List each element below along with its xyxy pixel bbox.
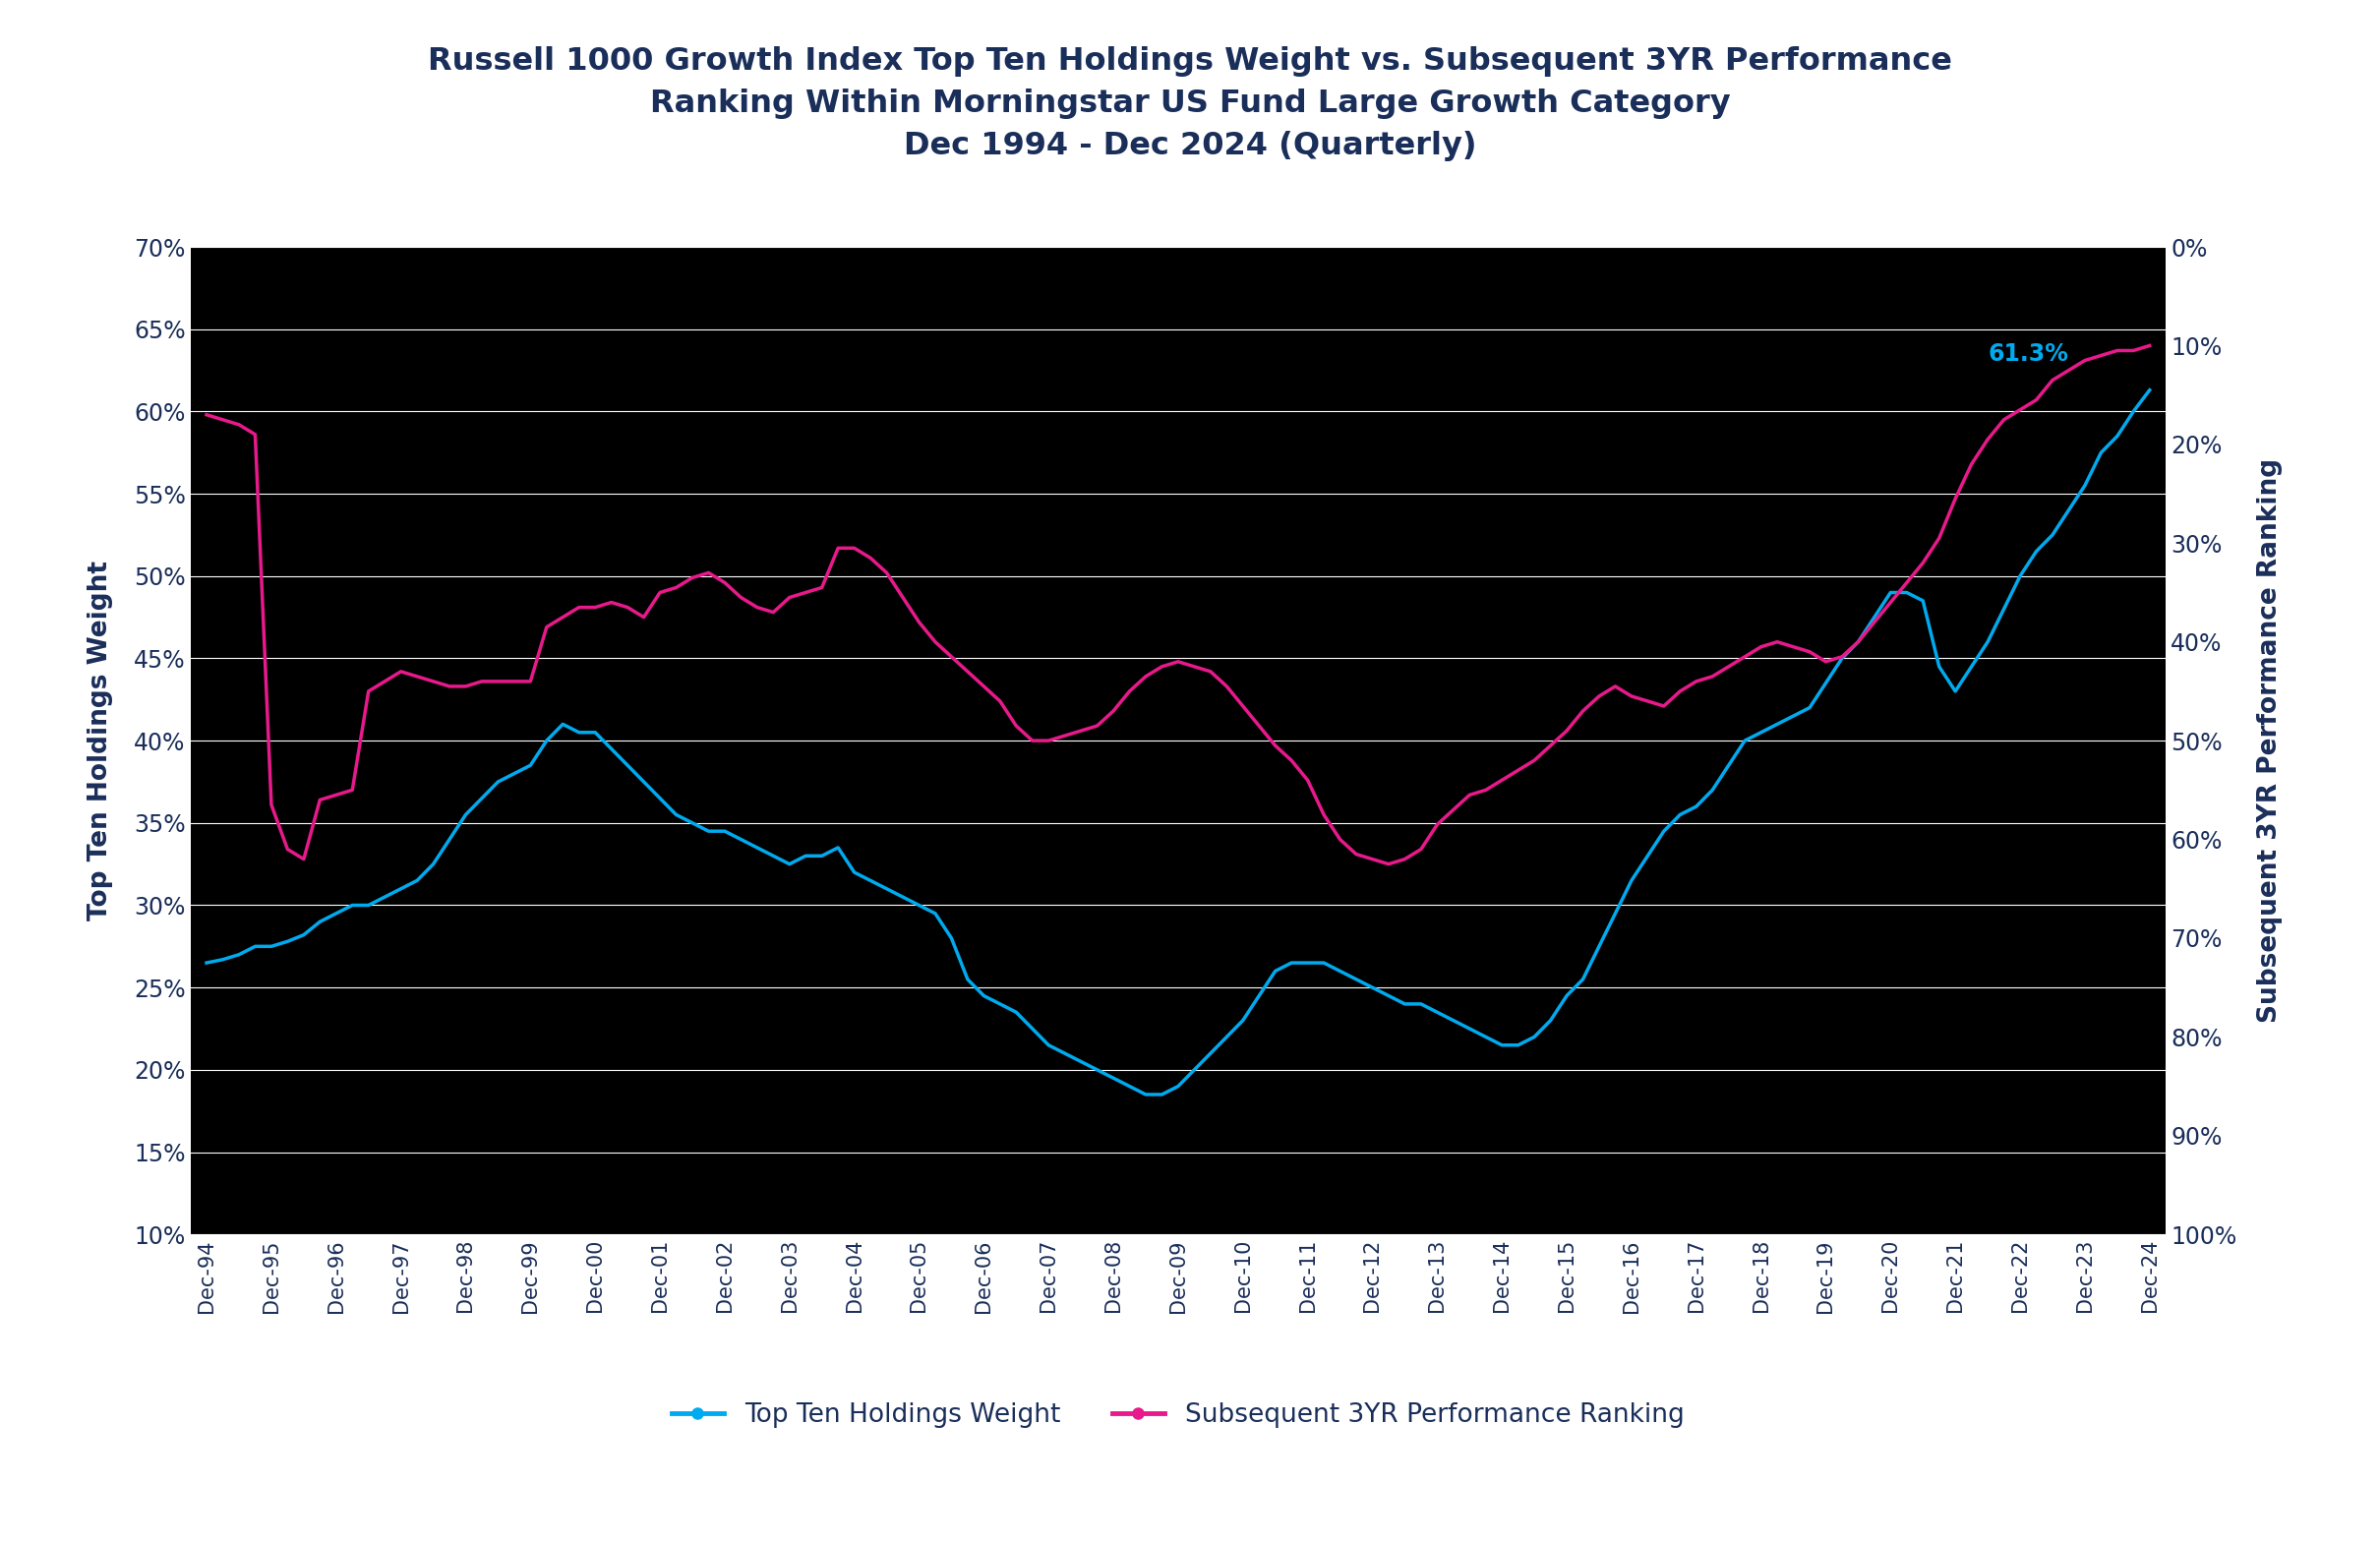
Y-axis label: Subsequent 3YR Performance Ranking: Subsequent 3YR Performance Ranking [2256,458,2282,1023]
Legend: Top Ten Holdings Weight, Subsequent 3YR Performance Ranking: Top Ten Holdings Weight, Subsequent 3YR … [662,1392,1695,1438]
Text: Russell 1000 Growth Index Top Ten Holdings Weight vs. Subsequent 3YR Performance: Russell 1000 Growth Index Top Ten Holdin… [428,46,1952,162]
Text: 61.3%: 61.3% [1987,343,2068,366]
Y-axis label: Top Ten Holdings Weight: Top Ten Holdings Weight [88,560,114,921]
